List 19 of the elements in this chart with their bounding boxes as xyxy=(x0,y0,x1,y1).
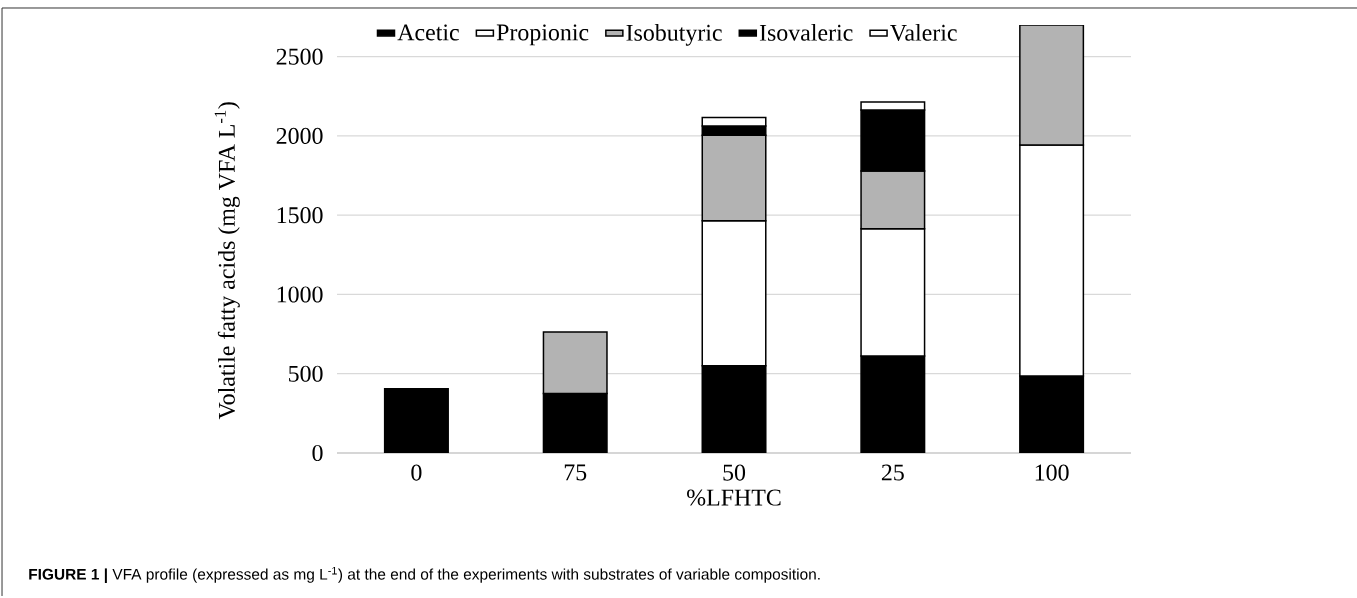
y-tick-label: 500 xyxy=(289,365,323,382)
y-tick-label: 0 xyxy=(312,444,323,462)
legend-label: Valeric xyxy=(890,24,957,41)
x-tick-label: 50 xyxy=(723,464,746,481)
y-tick-label: 1500 xyxy=(277,207,323,224)
legend-label: Propionic xyxy=(496,24,589,46)
legend-label: Acetic xyxy=(397,24,459,41)
legend-label: Isovaleric xyxy=(759,24,853,41)
x-tick-label: 100 xyxy=(1035,464,1069,481)
legend-label: Isobutyric xyxy=(626,24,722,46)
text: FIGURE 1 | VFA profile (expressed as mg L$^{-1}$) at the end of the experiments with substrates of variable composition. xyxy=(29,566,820,584)
x-tick-label: 0 xyxy=(411,464,422,481)
y-tick-label: 1000 xyxy=(277,286,323,303)
x-axis-title: %LFHTC xyxy=(687,489,781,506)
y-tick-label: 2500 xyxy=(276,48,323,65)
x-tick-label: 25 xyxy=(881,464,904,481)
y-axis-title: Volatile fatty acids (mg VFA L$^{-1}$) xyxy=(214,102,240,420)
x-tick-label: 75 xyxy=(564,464,587,481)
y-tick-label: 2000 xyxy=(276,127,323,144)
